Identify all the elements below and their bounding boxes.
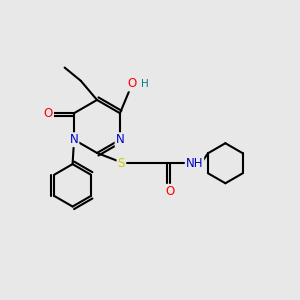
Text: O: O [128,77,137,90]
Text: N: N [116,133,124,146]
Text: H: H [141,79,149,89]
Text: O: O [44,107,53,120]
Text: S: S [118,157,125,170]
Text: N: N [70,133,78,146]
Text: NH: NH [186,157,203,170]
Text: O: O [166,185,175,198]
